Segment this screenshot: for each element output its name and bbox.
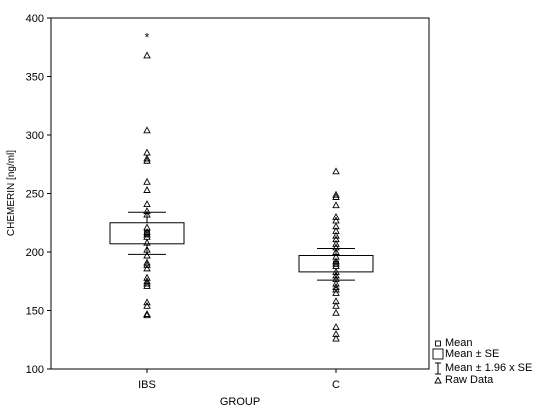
- raw-data-point: [332, 267, 340, 275]
- legend-item: Mean ± SE: [432, 348, 499, 360]
- box-group-c: [298, 167, 374, 342]
- raw-data-point: [332, 212, 340, 220]
- raw-data-point: [143, 51, 151, 59]
- raw-data-point: [332, 301, 340, 309]
- raw-data-point: [143, 311, 151, 319]
- y-tick-label: 250: [26, 189, 44, 201]
- y-tick-label: 150: [26, 306, 44, 318]
- raw-data-point: [143, 186, 151, 193]
- y-axis-label: CHEMERIN [ng/ml]: [6, 150, 17, 236]
- raw-data-point: [332, 334, 340, 342]
- raw-data-point: [332, 308, 340, 316]
- raw-data-point: [143, 260, 151, 268]
- raw-data-point: [143, 251, 151, 259]
- raw-data-point: [143, 200, 151, 207]
- raw-data-point: [143, 279, 151, 287]
- legend-item: Raw Data: [434, 374, 494, 386]
- raw-data-point: [332, 201, 340, 209]
- raw-data-point: [332, 239, 340, 247]
- raw-data-point: [143, 281, 151, 289]
- raw-data-point: [143, 156, 151, 164]
- raw-data-point: [143, 230, 151, 238]
- raw-data-point: [332, 322, 340, 330]
- box-groups: *: [109, 31, 374, 342]
- y-tick-label: 350: [26, 72, 44, 84]
- y-tick-label: 300: [26, 130, 44, 142]
- raw-data-point: [332, 190, 340, 198]
- legend-item: Mean: [435, 337, 473, 349]
- legend-label: Mean ± 1.96 x SE: [445, 362, 532, 374]
- raw-data-point: [143, 177, 151, 185]
- y-axis: 100 150 200 250 300 350 400: [26, 13, 51, 376]
- raw-data-point: [143, 207, 151, 214]
- mean-marker: [144, 230, 150, 237]
- outlier-star: *: [145, 31, 150, 45]
- x-tick-label: C: [332, 379, 340, 391]
- raw-data-point: [332, 231, 340, 239]
- legend-mean-symbol: [435, 340, 441, 347]
- raw-data-point: [143, 126, 151, 134]
- raw-data-point: [332, 271, 340, 279]
- legend-label: Mean ± SE: [445, 348, 499, 360]
- y-tick-label: 400: [26, 13, 44, 25]
- x-tick-label: IBS: [138, 379, 156, 391]
- raw-data-point: [332, 167, 340, 175]
- legend-item: Mean ± 1.96 x SE: [435, 362, 532, 375]
- raw-data-point: [332, 289, 340, 296]
- raw-data-point: [143, 264, 151, 272]
- raw-data-point: [143, 310, 151, 317]
- raw-data-point: [332, 285, 340, 293]
- x-axis: IBS C: [138, 369, 340, 391]
- legend-label: Raw Data: [445, 374, 494, 386]
- legend-se-symbol: [432, 348, 444, 360]
- box-group-ibs: *: [109, 31, 185, 319]
- x-axis-label: GROUP: [220, 396, 260, 408]
- y-tick-label: 200: [26, 247, 44, 259]
- legend-raw-symbol: [434, 376, 442, 384]
- raw-data-point: [143, 210, 151, 218]
- mean-marker: [333, 260, 339, 267]
- raw-data-point: [332, 193, 340, 200]
- y-tick-label: 100: [26, 364, 44, 376]
- raw-data-point: [143, 298, 151, 306]
- raw-data-point: [143, 154, 151, 162]
- raw-data-point: [143, 238, 151, 246]
- legend-label: Mean: [445, 337, 473, 349]
- plot-frame: [50, 17, 430, 370]
- raw-data-point: [143, 301, 151, 309]
